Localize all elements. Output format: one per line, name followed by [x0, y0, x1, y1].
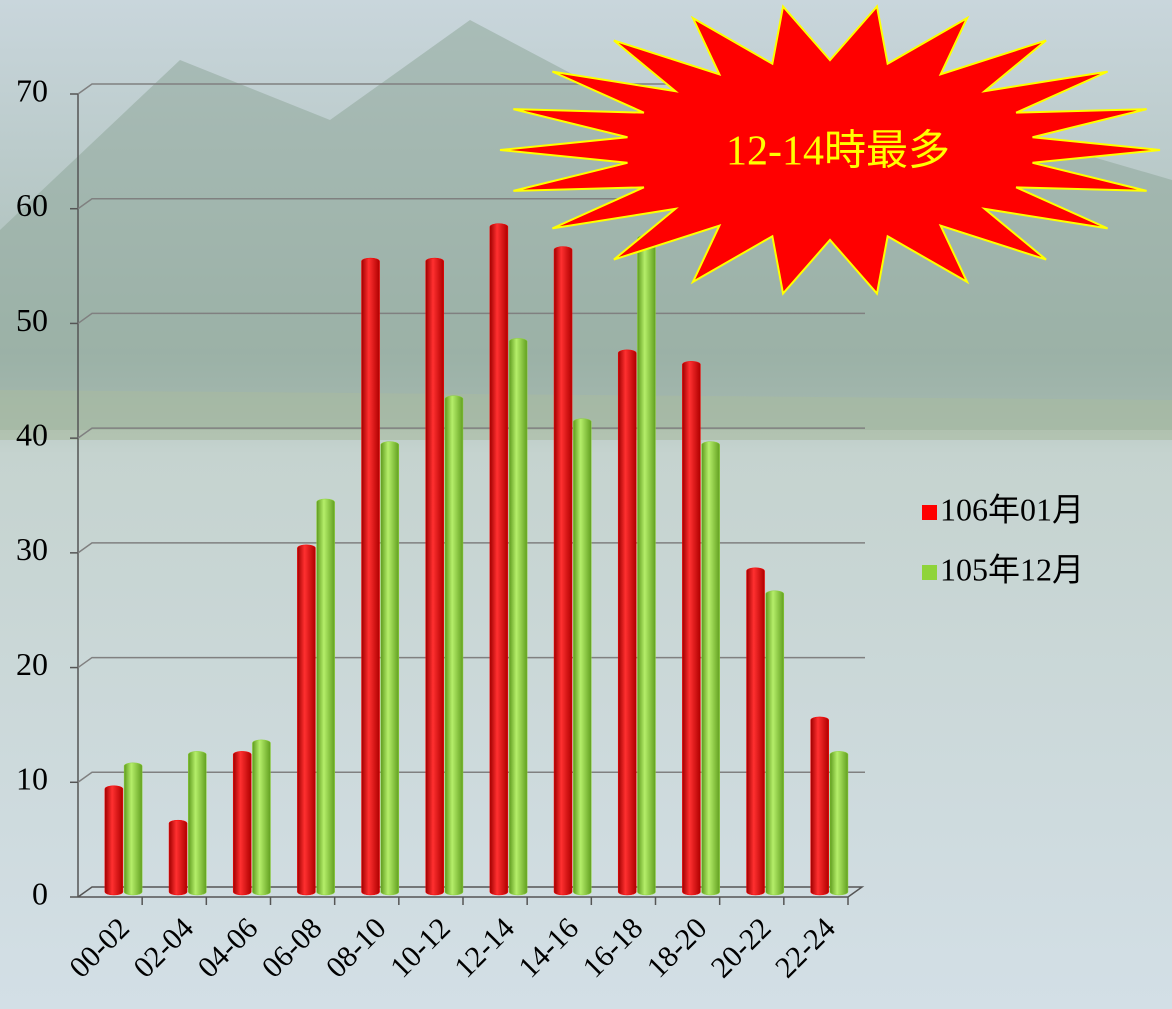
y-tick-label: 30: [16, 531, 48, 567]
bar: [508, 338, 528, 896]
legend-swatch: [922, 505, 937, 520]
bar: [123, 762, 143, 896]
bar: [252, 739, 271, 896]
y-tick-label: 60: [16, 187, 48, 223]
bar: [297, 544, 316, 896]
bar: [232, 751, 252, 896]
bar: [746, 567, 765, 896]
y-tick-label: 70: [16, 72, 48, 108]
legend-swatch: [922, 565, 937, 580]
bar: [104, 785, 124, 896]
bar: [380, 441, 400, 896]
y-tick-label: 20: [16, 646, 48, 682]
y-tick-label: 10: [16, 761, 48, 797]
bar: [810, 716, 829, 896]
bar: [188, 751, 207, 896]
bar: [637, 234, 656, 896]
bar: [701, 441, 720, 896]
annotation: 12-14時最多: [726, 129, 950, 175]
grid-line: [77, 197, 865, 210]
bar: [682, 361, 701, 896]
grid-line: [77, 427, 865, 439]
bar: [617, 349, 637, 896]
bar: [425, 257, 444, 896]
bar: [553, 246, 573, 896]
bar: [829, 751, 849, 896]
y-tick-label: 40: [16, 416, 48, 452]
bar: [316, 498, 335, 896]
bar: [444, 395, 464, 896]
y-tick-label: 50: [16, 302, 48, 338]
bar: [168, 819, 188, 896]
starburst: [499, 4, 1161, 296]
bar: [489, 223, 509, 896]
legend-label: 105年12月: [940, 551, 1084, 587]
legend-label: 106年01月: [940, 491, 1084, 527]
grid-line: [77, 771, 865, 783]
bar: [765, 590, 785, 896]
y-tick-label: 0: [32, 875, 48, 911]
grid-line: [77, 312, 865, 325]
grid-line: [77, 542, 865, 554]
bar: [361, 257, 380, 896]
grid-line: [77, 656, 865, 669]
bar: [573, 418, 592, 896]
